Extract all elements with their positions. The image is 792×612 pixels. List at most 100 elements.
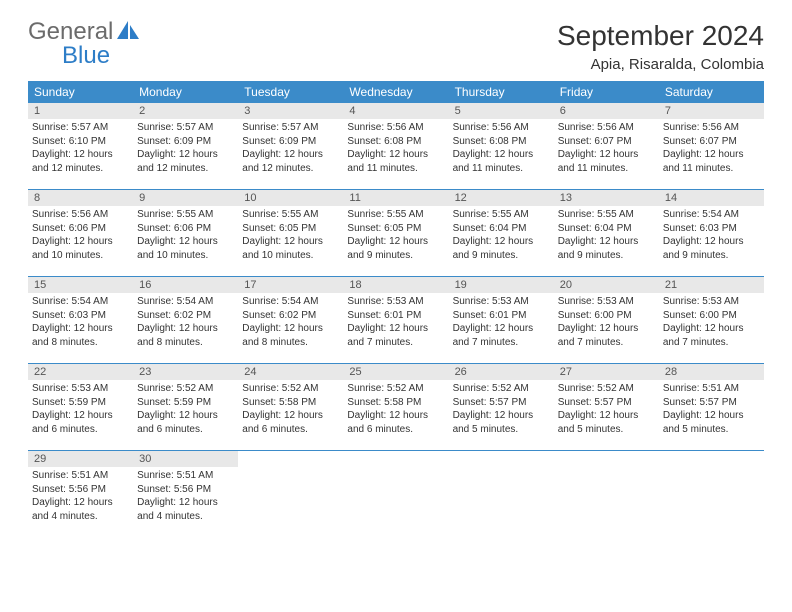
day-number: 24	[238, 364, 343, 380]
day-content: Sunrise: 5:56 AMSunset: 6:07 PMDaylight:…	[554, 119, 659, 179]
day-content: Sunrise: 5:53 AMSunset: 6:00 PMDaylight:…	[554, 293, 659, 353]
day-content: Sunrise: 5:54 AMSunset: 6:03 PMDaylight:…	[659, 206, 764, 266]
day-content: Sunrise: 5:54 AMSunset: 6:02 PMDaylight:…	[238, 293, 343, 353]
day-cell: 3Sunrise: 5:57 AMSunset: 6:09 PMDaylight…	[238, 103, 343, 189]
day-content: Sunrise: 5:55 AMSunset: 6:04 PMDaylight:…	[449, 206, 554, 266]
day-content: Sunrise: 5:57 AMSunset: 6:09 PMDaylight:…	[238, 119, 343, 179]
page-title: September 2024	[557, 20, 764, 52]
day-cell: 21Sunrise: 5:53 AMSunset: 6:00 PMDayligh…	[659, 277, 764, 363]
location-text: Apia, Risaralda, Colombia	[557, 56, 764, 73]
day-number: 22	[28, 364, 133, 380]
day-content: Sunrise: 5:57 AMSunset: 6:09 PMDaylight:…	[133, 119, 238, 179]
day-cell: 7Sunrise: 5:56 AMSunset: 6:07 PMDaylight…	[659, 103, 764, 189]
day-content: Sunrise: 5:53 AMSunset: 6:01 PMDaylight:…	[449, 293, 554, 353]
day-content: Sunrise: 5:53 AMSunset: 6:01 PMDaylight:…	[343, 293, 448, 353]
empty-cell	[554, 451, 659, 537]
day-number: 9	[133, 190, 238, 206]
day-cell: 16Sunrise: 5:54 AMSunset: 6:02 PMDayligh…	[133, 277, 238, 363]
day-cell: 28Sunrise: 5:51 AMSunset: 5:57 PMDayligh…	[659, 364, 764, 450]
day-cell: 17Sunrise: 5:54 AMSunset: 6:02 PMDayligh…	[238, 277, 343, 363]
day-number: 12	[449, 190, 554, 206]
day-number: 5	[449, 103, 554, 119]
week-row: 22Sunrise: 5:53 AMSunset: 5:59 PMDayligh…	[28, 364, 764, 451]
week-row: 15Sunrise: 5:54 AMSunset: 6:03 PMDayligh…	[28, 277, 764, 364]
day-number: 3	[238, 103, 343, 119]
day-cell: 9Sunrise: 5:55 AMSunset: 6:06 PMDaylight…	[133, 190, 238, 276]
weekday-header: Saturday	[659, 81, 764, 103]
day-number: 8	[28, 190, 133, 206]
day-cell: 1Sunrise: 5:57 AMSunset: 6:10 PMDaylight…	[28, 103, 133, 189]
empty-cell	[449, 451, 554, 537]
day-number: 28	[659, 364, 764, 380]
title-block: September 2024 Apia, Risaralda, Colombia	[557, 20, 764, 73]
day-number: 26	[449, 364, 554, 380]
day-cell: 22Sunrise: 5:53 AMSunset: 5:59 PMDayligh…	[28, 364, 133, 450]
day-number: 13	[554, 190, 659, 206]
empty-cell	[238, 451, 343, 537]
day-content: Sunrise: 5:51 AMSunset: 5:56 PMDaylight:…	[133, 467, 238, 527]
day-cell: 2Sunrise: 5:57 AMSunset: 6:09 PMDaylight…	[133, 103, 238, 189]
day-number: 4	[343, 103, 448, 119]
day-cell: 25Sunrise: 5:52 AMSunset: 5:58 PMDayligh…	[343, 364, 448, 450]
day-content: Sunrise: 5:54 AMSunset: 6:02 PMDaylight:…	[133, 293, 238, 353]
day-content: Sunrise: 5:53 AMSunset: 6:00 PMDaylight:…	[659, 293, 764, 353]
logo-sail-icon	[117, 21, 139, 39]
weekday-header: Thursday	[449, 81, 554, 103]
day-content: Sunrise: 5:55 AMSunset: 6:05 PMDaylight:…	[343, 206, 448, 266]
day-content: Sunrise: 5:51 AMSunset: 5:56 PMDaylight:…	[28, 467, 133, 527]
day-number: 17	[238, 277, 343, 293]
calendar: SundayMondayTuesdayWednesdayThursdayFrid…	[0, 81, 792, 537]
day-content: Sunrise: 5:55 AMSunset: 6:05 PMDaylight:…	[238, 206, 343, 266]
day-content: Sunrise: 5:52 AMSunset: 5:58 PMDaylight:…	[238, 380, 343, 440]
logo-text-blue: Blue	[28, 42, 110, 69]
day-number: 20	[554, 277, 659, 293]
day-cell: 13Sunrise: 5:55 AMSunset: 6:04 PMDayligh…	[554, 190, 659, 276]
weekday-header: Monday	[133, 81, 238, 103]
day-number: 19	[449, 277, 554, 293]
week-row: 29Sunrise: 5:51 AMSunset: 5:56 PMDayligh…	[28, 451, 764, 537]
weekday-header: Friday	[554, 81, 659, 103]
day-content: Sunrise: 5:54 AMSunset: 6:03 PMDaylight:…	[28, 293, 133, 353]
day-number: 2	[133, 103, 238, 119]
day-cell: 29Sunrise: 5:51 AMSunset: 5:56 PMDayligh…	[28, 451, 133, 537]
day-number: 25	[343, 364, 448, 380]
week-row: 8Sunrise: 5:56 AMSunset: 6:06 PMDaylight…	[28, 190, 764, 277]
day-cell: 30Sunrise: 5:51 AMSunset: 5:56 PMDayligh…	[133, 451, 238, 537]
day-content: Sunrise: 5:53 AMSunset: 5:59 PMDaylight:…	[28, 380, 133, 440]
weekday-header: Wednesday	[343, 81, 448, 103]
day-cell: 8Sunrise: 5:56 AMSunset: 6:06 PMDaylight…	[28, 190, 133, 276]
week-row: 1Sunrise: 5:57 AMSunset: 6:10 PMDaylight…	[28, 103, 764, 190]
day-content: Sunrise: 5:51 AMSunset: 5:57 PMDaylight:…	[659, 380, 764, 440]
day-cell: 10Sunrise: 5:55 AMSunset: 6:05 PMDayligh…	[238, 190, 343, 276]
weekday-header-row: SundayMondayTuesdayWednesdayThursdayFrid…	[28, 81, 764, 103]
day-cell: 15Sunrise: 5:54 AMSunset: 6:03 PMDayligh…	[28, 277, 133, 363]
day-content: Sunrise: 5:52 AMSunset: 5:57 PMDaylight:…	[554, 380, 659, 440]
day-number: 16	[133, 277, 238, 293]
day-cell: 4Sunrise: 5:56 AMSunset: 6:08 PMDaylight…	[343, 103, 448, 189]
day-number: 11	[343, 190, 448, 206]
day-cell: 12Sunrise: 5:55 AMSunset: 6:04 PMDayligh…	[449, 190, 554, 276]
day-cell: 5Sunrise: 5:56 AMSunset: 6:08 PMDaylight…	[449, 103, 554, 189]
day-cell: 24Sunrise: 5:52 AMSunset: 5:58 PMDayligh…	[238, 364, 343, 450]
day-cell: 26Sunrise: 5:52 AMSunset: 5:57 PMDayligh…	[449, 364, 554, 450]
day-cell: 23Sunrise: 5:52 AMSunset: 5:59 PMDayligh…	[133, 364, 238, 450]
day-content: Sunrise: 5:56 AMSunset: 6:08 PMDaylight:…	[343, 119, 448, 179]
day-number: 29	[28, 451, 133, 467]
day-number: 15	[28, 277, 133, 293]
day-content: Sunrise: 5:57 AMSunset: 6:10 PMDaylight:…	[28, 119, 133, 179]
day-number: 18	[343, 277, 448, 293]
day-content: Sunrise: 5:55 AMSunset: 6:06 PMDaylight:…	[133, 206, 238, 266]
day-content: Sunrise: 5:56 AMSunset: 6:06 PMDaylight:…	[28, 206, 133, 266]
day-cell: 19Sunrise: 5:53 AMSunset: 6:01 PMDayligh…	[449, 277, 554, 363]
day-number: 10	[238, 190, 343, 206]
day-number: 30	[133, 451, 238, 467]
day-number: 6	[554, 103, 659, 119]
day-content: Sunrise: 5:55 AMSunset: 6:04 PMDaylight:…	[554, 206, 659, 266]
day-content: Sunrise: 5:52 AMSunset: 5:58 PMDaylight:…	[343, 380, 448, 440]
day-cell: 20Sunrise: 5:53 AMSunset: 6:00 PMDayligh…	[554, 277, 659, 363]
logo-text-general: General	[28, 18, 113, 45]
day-cell: 6Sunrise: 5:56 AMSunset: 6:07 PMDaylight…	[554, 103, 659, 189]
day-content: Sunrise: 5:52 AMSunset: 5:59 PMDaylight:…	[133, 380, 238, 440]
day-content: Sunrise: 5:56 AMSunset: 6:08 PMDaylight:…	[449, 119, 554, 179]
day-number: 27	[554, 364, 659, 380]
